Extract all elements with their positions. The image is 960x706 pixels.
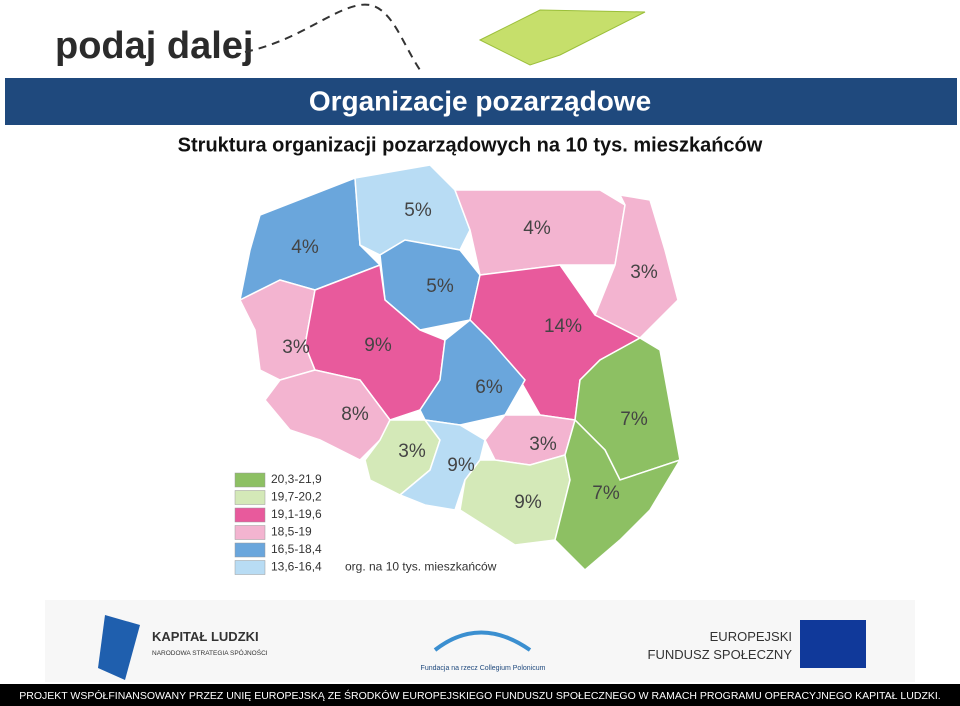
legend-swatch bbox=[234, 472, 266, 488]
region-label: 3% bbox=[630, 262, 658, 283]
foundation-emblem bbox=[433, 630, 532, 652]
eu-flag bbox=[800, 620, 866, 668]
footer-bar bbox=[0, 684, 960, 706]
title-bar bbox=[5, 78, 957, 125]
legend-label: 13,6-16,4 bbox=[271, 560, 322, 574]
region-label: 7% bbox=[620, 409, 648, 430]
region-label: 14% bbox=[544, 316, 582, 337]
title: Organizacje pozarządowe bbox=[309, 85, 651, 116]
legend-swatch bbox=[234, 542, 266, 558]
region-label: 3% bbox=[398, 441, 426, 462]
legend-label: 20,3-21,9 bbox=[271, 472, 322, 486]
logo: podaj dalej bbox=[55, 25, 253, 67]
legend: 20,3-21,9 19,7-20,2 19,1-19,6 18,5-19 16,5-1… bbox=[234, 472, 497, 575]
efs-1: EUROPEJSKI bbox=[710, 629, 792, 644]
footer-text: PROJEKT WSPÓŁFINANSOWANY PRZEZ UNIĘ EURO… bbox=[19, 689, 940, 702]
paper-plane bbox=[478, 9, 646, 66]
region-label: 9% bbox=[514, 492, 542, 513]
region bbox=[398, 419, 486, 511]
kl-emblem bbox=[98, 615, 140, 680]
legend-swatch bbox=[234, 525, 266, 540]
legend-label: 18,5-19 bbox=[271, 525, 312, 539]
legend-label: 19,1-19,6 bbox=[271, 507, 322, 521]
region bbox=[419, 318, 526, 426]
region-label: 4% bbox=[523, 218, 551, 239]
map: 4% 5% 4% 3% 5% 3% 9% 14% 6% 8% 3% 9% 3% 7% 9% 7% bbox=[238, 164, 682, 572]
region bbox=[264, 369, 391, 461]
legend-swatch bbox=[234, 507, 266, 523]
legend-swatch bbox=[234, 490, 266, 505]
region-label: 4% bbox=[291, 237, 319, 258]
legend-label: 16,5-18,4 bbox=[271, 542, 322, 556]
kl-sub: NARODOWA STRATEGIA SPÓJNOŚCI bbox=[152, 648, 268, 657]
legend-swatch bbox=[234, 560, 266, 575]
kl-title: KAPITAŁ LUDZKI bbox=[152, 629, 259, 644]
region-label: 3% bbox=[529, 434, 557, 455]
legend-label: 19,7-20,2 bbox=[271, 490, 322, 504]
region-label: 8% bbox=[341, 404, 369, 425]
region-label: 5% bbox=[426, 276, 454, 297]
efs-2: FUNDUSZ SPOŁECZNY bbox=[648, 647, 793, 662]
legend-note: org. na 10 tys. mieszkańców bbox=[345, 560, 497, 574]
region-label: 3% bbox=[282, 337, 310, 358]
logo-band bbox=[45, 600, 915, 682]
region-label: 9% bbox=[447, 455, 475, 476]
region-label: 7% bbox=[592, 483, 620, 504]
region bbox=[453, 189, 626, 276]
region-label: 9% bbox=[364, 335, 392, 356]
foundation: Fundacja na rzecz Collegium Polonicum bbox=[421, 665, 546, 672]
region-label: 5% bbox=[404, 200, 432, 221]
plane-trail bbox=[244, 3, 421, 71]
region-label: 6% bbox=[475, 377, 503, 398]
subtitle: Struktura organizacji pozarządowych na 1… bbox=[178, 134, 763, 156]
region bbox=[554, 418, 682, 572]
